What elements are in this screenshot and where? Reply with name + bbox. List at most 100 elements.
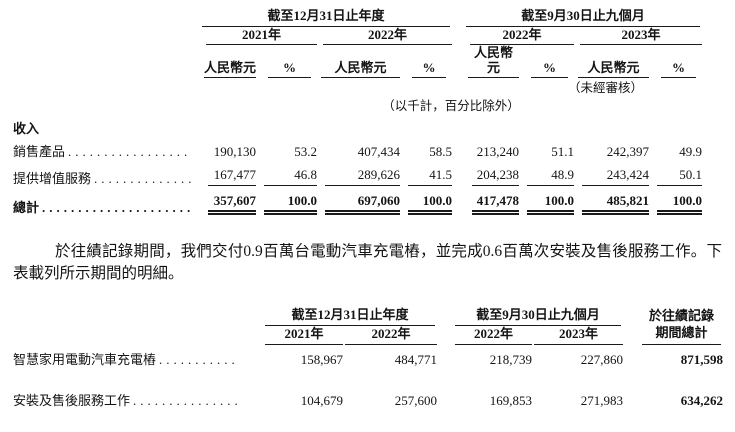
group-header-fy: 截至12月31日止年度 <box>200 8 452 27</box>
total-value: 697,060 <box>317 186 400 215</box>
leader-dots: .............................. <box>159 352 237 367</box>
year-header-2022: 2022年 <box>317 27 453 45</box>
cell-value: 242,397 <box>606 144 650 159</box>
spacer-cell <box>13 307 263 326</box>
spacer-cell <box>452 186 464 215</box>
rmb-header: 人民幣元 <box>317 45 400 78</box>
cell-value: 53.2 <box>294 144 317 159</box>
group-header-label: 截至12月31日止年度 <box>265 307 436 326</box>
total-value: 417,478 <box>464 186 520 215</box>
cell-value: 190,130 <box>213 144 256 159</box>
cell-value: 51.1 <box>551 144 575 159</box>
cell-value: 169,853 <box>489 393 533 408</box>
spacer-cell <box>13 8 200 27</box>
total-value: 634,262 <box>680 393 724 408</box>
cell-value: 407,434 <box>357 144 400 159</box>
pct-header: % <box>256 45 317 78</box>
total-column-header: 於往績記錄 期間總計 <box>640 307 723 345</box>
cell-value: 204,238 <box>464 159 520 186</box>
total-value: 100.0 <box>649 186 703 215</box>
unaudited-note-row: （未經審核） <box>13 78 702 96</box>
year-header-row: 2021年 2022年 2022年 2023年 <box>13 326 723 345</box>
leader-dots: .............................. <box>94 171 192 186</box>
total-header-line: 期間總計 <box>655 325 708 340</box>
spacer-cell <box>452 45 464 78</box>
group-header-label: 截至12月31日止年度 <box>202 8 451 27</box>
row-label: 安裝及售後服務工作 .............................. <box>13 367 263 408</box>
pct-header: % <box>400 45 452 78</box>
section-row: 收入 <box>13 114 702 136</box>
spacer-cell <box>623 326 640 345</box>
spacer-cell <box>13 45 200 78</box>
cell-value: 243,424 <box>574 159 650 186</box>
cell-value: 158,967 <box>300 352 343 367</box>
year-header-2021: 2021年 <box>263 326 343 345</box>
spacer-cell <box>13 96 200 114</box>
cell-value: 227,860 <box>580 352 624 367</box>
rmb-header: 人民幣元 <box>200 45 256 78</box>
total-header-line: 於往績記錄 <box>649 308 715 323</box>
group-header-label: 截至9月30日止九個月 <box>466 8 701 27</box>
spacer-cell <box>437 345 453 367</box>
cell-value: 289,626 <box>317 159 400 186</box>
total-value: 871,598 <box>680 352 724 367</box>
spacer-cell <box>437 326 453 345</box>
cell-value: 58.5 <box>429 144 453 159</box>
year-header-2023-9m: 2023年 <box>574 27 703 45</box>
row-label-text: 智慧家用電動汽車充電樁 <box>13 352 157 367</box>
spacer-cell <box>623 367 640 408</box>
spacer-cell <box>623 307 640 326</box>
cell-value: 41.5 <box>400 159 453 186</box>
cell-value: 48.9 <box>519 159 575 186</box>
spacer-cell <box>452 136 464 159</box>
row-label-text: 提供增值服務 <box>13 171 92 186</box>
pct-header: % <box>519 45 574 78</box>
spacer-cell <box>437 307 453 326</box>
group-header-label: 截至9月30日止九個月 <box>455 307 622 326</box>
leader-dots: .............................. <box>68 144 192 159</box>
total-value: 485,821 <box>574 186 650 215</box>
cell-value: 167,477 <box>200 159 256 186</box>
cell-value: 49.9 <box>679 144 703 159</box>
spacer-cell <box>13 326 263 345</box>
unaudited-note: （未經審核） <box>568 81 644 95</box>
table-row: 智慧家用電動汽車充電樁 ............................… <box>13 345 723 367</box>
row-label: 提供增值服務 .............................. <box>13 159 200 186</box>
cell-value: 271,983 <box>580 393 624 408</box>
units-note-row: （以千計，百分比除外） <box>13 96 702 114</box>
revenue-breakdown-table: 截至12月31日止年度 截至9月30日止九個月 2021年 2022年 2022… <box>13 8 703 215</box>
total-value: 100.0 <box>400 186 453 215</box>
group-header-9m: 截至9月30日止九個月 <box>464 8 702 27</box>
column-header-row: 人民幣元 % 人民幣元 % 人民幣元 % 人民幣元 % <box>13 45 702 78</box>
row-label: 銷售產品 .............................. <box>13 136 200 159</box>
period-group-header-row: 截至12月31日止年度 截至9月30日止九個月 於往績記錄 期間總計 <box>13 307 723 345</box>
cell-value: 257,600 <box>394 393 438 408</box>
pct-header: % <box>649 45 702 78</box>
period-group-header-row: 截至12月31日止年度 截至9月30日止九個月 <box>13 8 702 27</box>
table-row: 安裝及售後服務工作 ..............................… <box>13 367 723 408</box>
row-label-text: 銷售產品 <box>13 144 66 159</box>
row-label: 智慧家用電動汽車充電樁 ............................… <box>13 345 263 367</box>
table-row: 提供增值服務 .............................. 16… <box>13 159 703 186</box>
year-header-2022: 2022年 <box>343 326 438 345</box>
units-note: （以千計，百分比除外） <box>382 99 520 113</box>
cell-value: 213,240 <box>476 144 520 159</box>
rmb-header: 人民幣元 <box>464 45 520 78</box>
spacer-cell <box>452 159 464 186</box>
narrative-paragraph: 於往績記錄期間，我們交付0.9百萬台電動汽車充電樁，並完成0.6百萬次安裝及售後… <box>13 243 722 282</box>
total-label: 總計 .............................. <box>13 186 200 215</box>
year-header-2023-9m: 2023年 <box>532 326 624 345</box>
year-header-2021: 2021年 <box>200 27 317 45</box>
total-value: 100.0 <box>256 186 317 215</box>
group-header-9m: 截至9月30日止九個月 <box>453 307 623 326</box>
cell-value: 50.1 <box>649 159 703 186</box>
group-header-fy: 截至12月31日止年度 <box>263 307 437 326</box>
total-label-text: 總計 <box>13 200 40 215</box>
row-label-text: 安裝及售後服務工作 <box>13 393 131 408</box>
spacer-cell <box>452 27 464 45</box>
cell-value: 484,771 <box>394 352 438 367</box>
total-value: 357,607 <box>200 186 256 215</box>
spacer-cell <box>437 367 453 408</box>
total-value: 100.0 <box>519 186 575 215</box>
